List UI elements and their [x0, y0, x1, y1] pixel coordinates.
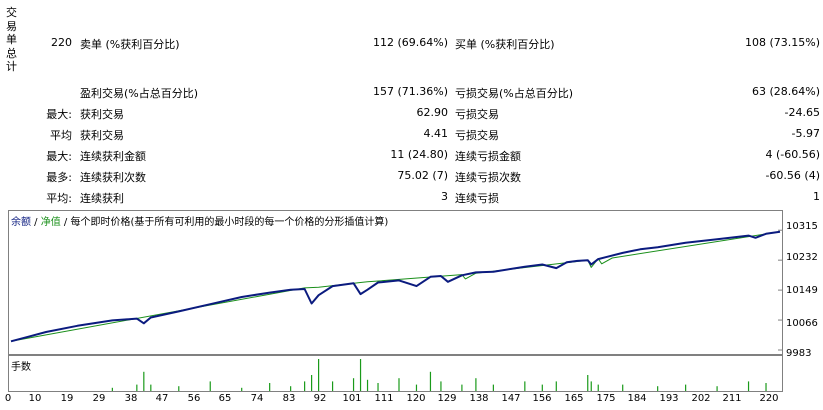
row-prefix: 最大: — [46, 150, 72, 163]
long-label: 买单 (%获利百分比) — [455, 38, 555, 51]
x-tick-label: 38 — [124, 393, 138, 404]
row-right-label: 亏损交易 — [455, 108, 499, 121]
row-left-label: 连续获利次数 — [80, 171, 146, 184]
y-tick-label: 10149 — [786, 285, 818, 296]
legend-description: 每个即时价格(基于所有可利用的最小时段的每一个价格的分形插值计算) — [70, 217, 389, 228]
x-tick-label: 111 — [374, 393, 394, 404]
row-prefix: 平均: — [46, 192, 72, 205]
legend-separator: / — [31, 217, 41, 228]
x-tick-label: 47 — [155, 393, 169, 404]
row-left-value: 75.02 (7) — [397, 169, 448, 182]
short-value: 112 (69.64%) — [372, 36, 448, 49]
y-tick-label: 10066 — [786, 318, 818, 329]
y-tick-label: 9983 — [786, 348, 812, 359]
legend-separator: / — [60, 217, 71, 228]
row-left-value: 4.41 — [423, 127, 449, 140]
row-right-label: 亏损交易 — [455, 129, 499, 142]
x-tick-label: 220 — [759, 393, 779, 404]
profit-trades-value: 157 (71.36%) — [372, 85, 448, 98]
chart-plot-area — [10, 229, 782, 351]
y-tick-label: 10315 — [786, 221, 818, 232]
balance-chart[interactable]: 余额 / 净值 / 每个即时价格(基于所有可利用的最小时段的每一个价格的分形插值… — [8, 210, 783, 355]
row-left-label: 获利交易 — [80, 108, 124, 121]
y-tick-label: 10232 — [786, 252, 818, 263]
x-tick-label: 74 — [250, 393, 264, 404]
x-tick-label: 10 — [28, 393, 42, 404]
x-tick-label: 120 — [406, 393, 426, 404]
x-tick-label: 165 — [564, 393, 584, 404]
x-tick-label: 184 — [627, 393, 647, 404]
legend-balance: 余额 — [11, 217, 31, 228]
x-tick-label: 0 — [4, 393, 12, 404]
volume-label: 手数 — [11, 362, 31, 373]
profit-trades-label: 盈利交易(%占总百分比) — [80, 87, 199, 100]
summary-title: 交易单总计 — [6, 6, 17, 73]
volume-chart[interactable]: 手数 — [8, 355, 783, 392]
x-tick-label: 19 — [60, 393, 74, 404]
legend-equity: 净值 — [40, 217, 61, 228]
row-right-label: 连续亏损次数 — [455, 171, 521, 184]
x-tick-label: 147 — [501, 393, 521, 404]
x-tick-label: 65 — [218, 393, 232, 404]
row-right-value: -24.65 — [784, 106, 820, 119]
row-left-label: 连续获利 — [80, 192, 124, 205]
row-prefix: 最多: — [46, 171, 72, 184]
row-left-label: 连续获利金额 — [80, 150, 146, 163]
loss-trades-value: 63 (28.64%) — [751, 85, 820, 98]
row-left-label: 获利交易 — [80, 129, 124, 142]
long-value: 108 (73.15%) — [744, 36, 820, 49]
x-tick-label: 56 — [187, 393, 201, 404]
x-tick-label: 193 — [659, 393, 679, 404]
row-prefix: 平均 — [50, 129, 72, 142]
balance-line — [10, 230, 781, 343]
row-right-value: -60.56 (4) — [765, 169, 820, 182]
x-tick-label: 202 — [691, 393, 711, 404]
row-prefix: 最大: — [46, 108, 72, 121]
x-tick-label: 175 — [596, 393, 616, 404]
equity-line — [10, 231, 781, 342]
row-left-value: 11 (24.80) — [390, 148, 448, 161]
x-tick-label: 211 — [722, 393, 742, 404]
row-right-label: 连续亏损 — [455, 192, 499, 205]
row-left-value: 62.90 — [416, 106, 449, 119]
volume-plot-area — [111, 359, 767, 391]
chart-legend: 余额 / 净值 / 每个即时价格(基于所有可利用的最小时段的每一个价格的分形插值… — [11, 213, 388, 228]
x-tick-label: 83 — [282, 393, 296, 404]
row-right-label: 连续亏损金额 — [455, 150, 521, 163]
x-tick-label: 29 — [92, 393, 106, 404]
loss-trades-label: 亏损交易(%占总百分比) — [455, 87, 574, 100]
x-tick-label: 92 — [313, 393, 327, 404]
short-label: 卖单 (%获利百分比) — [80, 38, 180, 51]
x-tick-label: 156 — [532, 393, 552, 404]
row-left-value: 3 — [441, 190, 448, 203]
row-right-value: 4 (-60.56) — [765, 148, 820, 161]
x-tick-label: 129 — [437, 393, 457, 404]
row-right-value: -5.97 — [791, 127, 820, 140]
row-right-value: 1 — [813, 190, 820, 203]
x-tick-label: 138 — [469, 393, 489, 404]
x-tick-label: 101 — [342, 393, 362, 404]
total-trades-value: 220 — [51, 36, 72, 49]
